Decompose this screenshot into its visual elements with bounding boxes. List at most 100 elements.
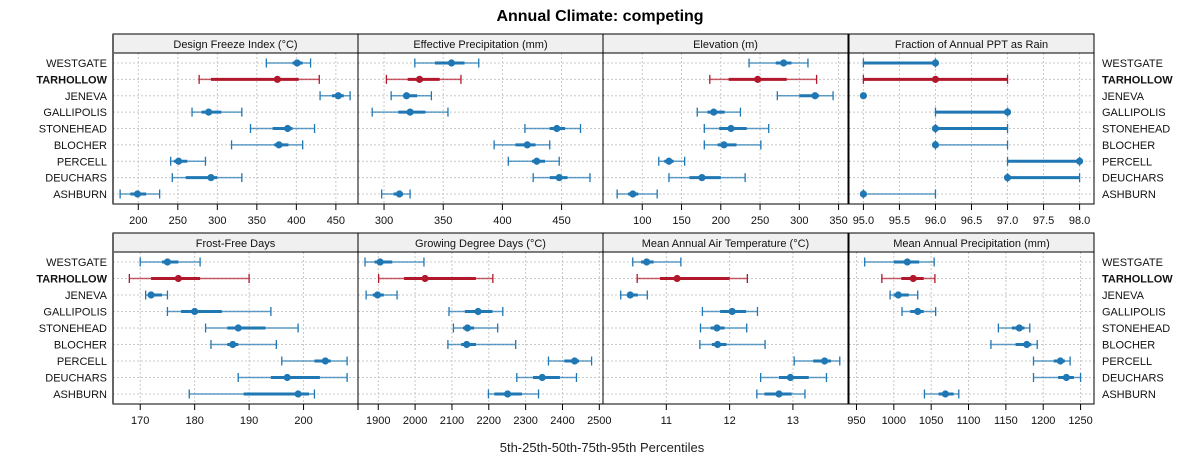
median-point xyxy=(174,157,183,165)
percentile-mark xyxy=(385,74,462,84)
median-point xyxy=(1023,340,1031,349)
x-tick-label: 2000 xyxy=(403,415,427,427)
site-label: GALLIPOLIS xyxy=(1102,107,1166,119)
percentile-mark xyxy=(632,257,682,267)
panel-border xyxy=(848,251,1095,405)
panels: Design Freeze Index (°C) 200 250 300 350 400 4… xyxy=(112,33,1095,427)
x-tick-label: 95.5 xyxy=(889,215,910,227)
median-point xyxy=(720,141,728,149)
percentile-mark xyxy=(139,257,201,267)
percentile-mark xyxy=(230,140,304,150)
x-tick-label: 950 xyxy=(847,415,865,427)
median-point xyxy=(421,274,429,283)
percentile-mark xyxy=(701,307,759,316)
median-point xyxy=(147,291,155,299)
median-point xyxy=(820,357,829,365)
site-label: TARHOLLOW xyxy=(36,74,107,86)
median-point xyxy=(538,373,546,382)
x-tick-label: 250 xyxy=(169,215,187,227)
percentile-mark xyxy=(507,156,560,166)
x-tick-label: 12 xyxy=(723,415,735,427)
percentile-mark xyxy=(1032,373,1082,382)
percentile-mark xyxy=(616,189,658,199)
chart-title: Annual Climate: competing xyxy=(496,8,703,25)
x-tick-label: 96.0 xyxy=(925,215,946,227)
percentile-mark xyxy=(365,290,398,300)
median-point xyxy=(275,141,283,149)
median-point xyxy=(931,141,940,149)
x-tick-label: 300 xyxy=(790,215,808,227)
percentile-mark xyxy=(448,307,504,316)
percentile-mark xyxy=(699,323,748,333)
x-tick-label: 1100 xyxy=(957,415,981,427)
panel-title: Elevation (m) xyxy=(693,39,758,51)
site-label: STONEHEAD xyxy=(39,323,107,335)
site-label: ASHBURN xyxy=(1102,389,1156,401)
percentile-mark xyxy=(990,340,1038,349)
median-point xyxy=(523,141,531,149)
percentile-mark xyxy=(119,189,161,199)
panel: Design Freeze Index (°C) 200 250 300 350 400 4… xyxy=(112,33,359,227)
percentile-mark xyxy=(703,124,770,133)
median-point xyxy=(941,390,949,398)
x-tick-label: 2500 xyxy=(587,415,611,427)
percentile-mark xyxy=(901,307,937,316)
panel: Effective Precipitation (mm) 300 350 400 450 xyxy=(357,33,604,227)
site-label: DEUCHARS xyxy=(45,173,107,185)
percentile-mark xyxy=(188,389,316,399)
median-point xyxy=(294,390,302,398)
percentile-mark xyxy=(934,107,1012,117)
percentile-mark xyxy=(171,173,243,183)
x-tick-label: 190 xyxy=(240,415,258,427)
median-point xyxy=(713,340,722,349)
median-point xyxy=(1015,324,1023,332)
median-point xyxy=(1003,174,1012,182)
percentile-mark xyxy=(889,290,919,300)
site-label: BLOCHER xyxy=(1102,340,1155,352)
median-point xyxy=(395,190,404,198)
x-tick-label: 95.0 xyxy=(853,215,874,227)
site-label: WESTGATE xyxy=(1102,257,1163,269)
median-point xyxy=(293,59,301,67)
median-point xyxy=(710,108,718,116)
median-point xyxy=(474,307,482,316)
site-labels-right: WESTGATE TARHOLLOW JENEVA GALLIPOLIS STONEHE… xyxy=(1102,58,1173,401)
median-point xyxy=(555,174,563,182)
percentile-mark xyxy=(759,373,828,382)
percentile-mark xyxy=(516,373,578,382)
site-label: ASHBURN xyxy=(1102,189,1156,201)
percentile-mark xyxy=(364,257,425,267)
percentile-mark xyxy=(699,340,766,349)
percentile-mark xyxy=(447,340,517,349)
percentile-mark xyxy=(696,107,742,117)
percentile-mark xyxy=(668,173,746,183)
median-point xyxy=(234,324,242,332)
percentile-mark xyxy=(931,140,1009,150)
median-point xyxy=(273,75,281,83)
panel-title: Design Freeze Index (°C) xyxy=(173,39,297,51)
percentile-mark xyxy=(281,356,348,366)
x-tick-label: 400 xyxy=(287,215,305,227)
percentile-mark xyxy=(532,173,591,183)
x-tick-label: 400 xyxy=(493,215,511,227)
site-label: BLOCHER xyxy=(54,340,107,352)
site-label: PERCELL xyxy=(57,356,107,368)
percentile-mark xyxy=(377,274,494,283)
median-point xyxy=(571,357,579,365)
x-tick-label: 1900 xyxy=(366,415,390,427)
median-point xyxy=(463,324,472,332)
site-label: WESTGATE xyxy=(46,58,107,70)
percentile-mark xyxy=(191,107,243,117)
site-label: TARHOLLOW xyxy=(36,274,107,286)
percentile-mark xyxy=(371,107,449,117)
panel: Mean Annual Precipitation (mm) 950 1000 105… xyxy=(847,232,1095,427)
median-point xyxy=(415,75,424,83)
x-tick-label: 2300 xyxy=(513,415,537,427)
x-tick-label: 1000 xyxy=(882,415,906,427)
percentile-mark xyxy=(776,91,834,101)
panel-title: Fraction of Annual PPT as Rain xyxy=(895,39,1048,51)
percentile-mark xyxy=(793,356,841,366)
x-tick-label: 450 xyxy=(327,215,345,227)
median-point xyxy=(859,190,868,198)
percentile-mark xyxy=(864,257,935,267)
